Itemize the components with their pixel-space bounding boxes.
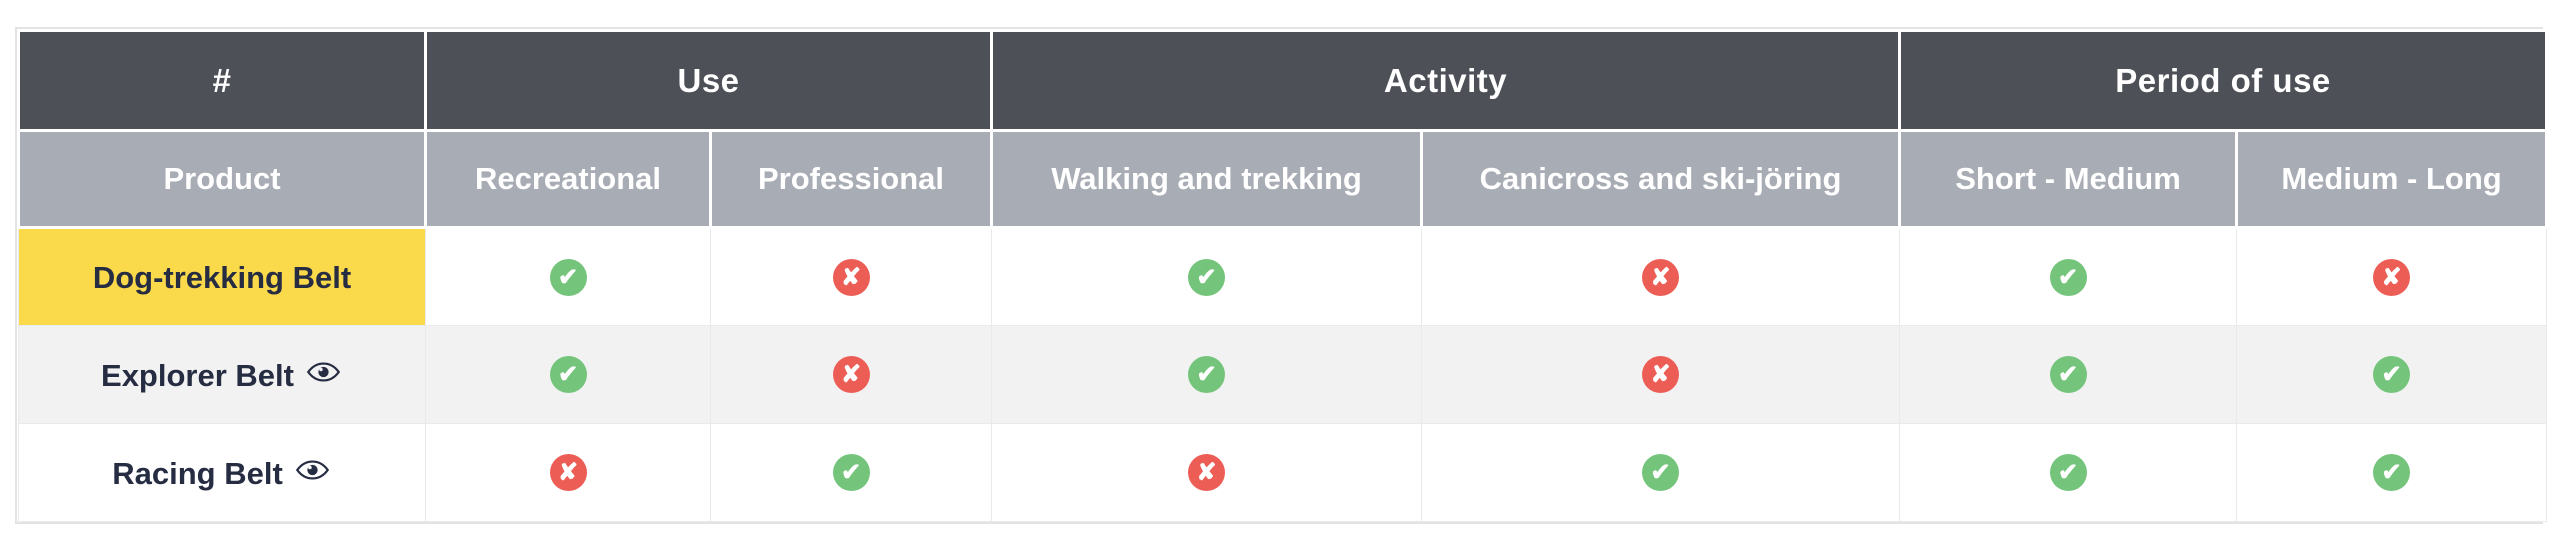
cross-circle-icon (832, 356, 870, 393)
cross-circle-icon (832, 258, 870, 296)
cross-circle-icon (1642, 258, 1680, 296)
product-name: Explorer Belt (101, 357, 294, 393)
status-cell (1421, 423, 1901, 522)
column-header-row: Product Recreational Professional Walkin… (17, 129, 2549, 229)
cross-circle-icon (1642, 356, 1680, 393)
check-circle-icon (1642, 454, 1680, 491)
status-cell (2236, 227, 2548, 326)
status-cell (1421, 325, 1901, 424)
group-header-activity: Activity (990, 29, 1902, 132)
status-cell (991, 423, 1423, 522)
check-circle-icon (2049, 454, 2087, 491)
group-header-use: Use (423, 29, 994, 132)
check-circle-icon (2373, 356, 2411, 393)
status-cell (1421, 227, 1901, 326)
status-cell (425, 325, 711, 424)
column-header-recreational: Recreational (424, 129, 712, 229)
cross-circle-icon (549, 454, 587, 491)
column-header-canicross-skijoring: Canicross and ski-jöring (1420, 129, 1902, 229)
table-row-explorer-belt: Explorer Belt (18, 325, 2548, 424)
status-cell (425, 423, 711, 522)
status-cell (991, 227, 1423, 326)
table-row-dog-trekking-belt: Dog-trekking Belt (18, 227, 2548, 326)
check-circle-icon (549, 258, 587, 296)
check-circle-icon (2373, 454, 2411, 491)
column-header-short-medium: Short - Medium (1898, 129, 2239, 229)
cross-circle-icon (2373, 258, 2411, 296)
check-circle-icon (549, 356, 587, 393)
status-cell (709, 227, 993, 326)
column-header-medium-long: Medium - Long (2235, 129, 2549, 229)
product-cell-explorer-belt: Explorer Belt (18, 325, 426, 424)
status-cell (2236, 325, 2548, 424)
status-cell (1899, 325, 2238, 424)
eye-icon[interactable] (293, 455, 332, 485)
check-circle-icon (2049, 258, 2087, 296)
status-cell (709, 325, 993, 424)
status-cell (991, 325, 1423, 424)
status-cell (425, 227, 711, 326)
product-cell-racing-belt: Racing Belt (18, 423, 426, 522)
table-row-racing-belt: Racing Belt (18, 423, 2548, 522)
product-comparison-table: # Use Activity Period of use Product Rec… (17, 29, 2549, 522)
group-header-number: # (17, 29, 427, 132)
group-header-period-of-use: Period of use (1898, 29, 2549, 132)
check-circle-icon (2049, 356, 2087, 393)
status-cell (1899, 423, 2238, 522)
group-header-row: # Use Activity Period of use (17, 29, 2549, 132)
product-name: Dog-trekking Belt (92, 259, 352, 295)
product-name: Racing Belt (112, 455, 283, 491)
product-comparison-table-wrap: # Use Activity Period of use Product Rec… (15, 27, 2549, 524)
check-circle-icon (832, 454, 870, 491)
status-cell (1899, 227, 2238, 326)
product-cell-dog-trekking-belt: Dog-trekking Belt (18, 227, 426, 326)
column-header-walking-trekking: Walking and trekking (990, 129, 1424, 229)
check-circle-icon (1188, 258, 1226, 296)
status-cell (2236, 423, 2548, 522)
column-header-professional: Professional (708, 129, 994, 229)
cross-circle-icon (1188, 454, 1226, 491)
eye-icon[interactable] (304, 357, 343, 387)
check-circle-icon (1188, 356, 1226, 393)
status-cell (709, 423, 993, 522)
column-header-product: Product (17, 129, 427, 229)
